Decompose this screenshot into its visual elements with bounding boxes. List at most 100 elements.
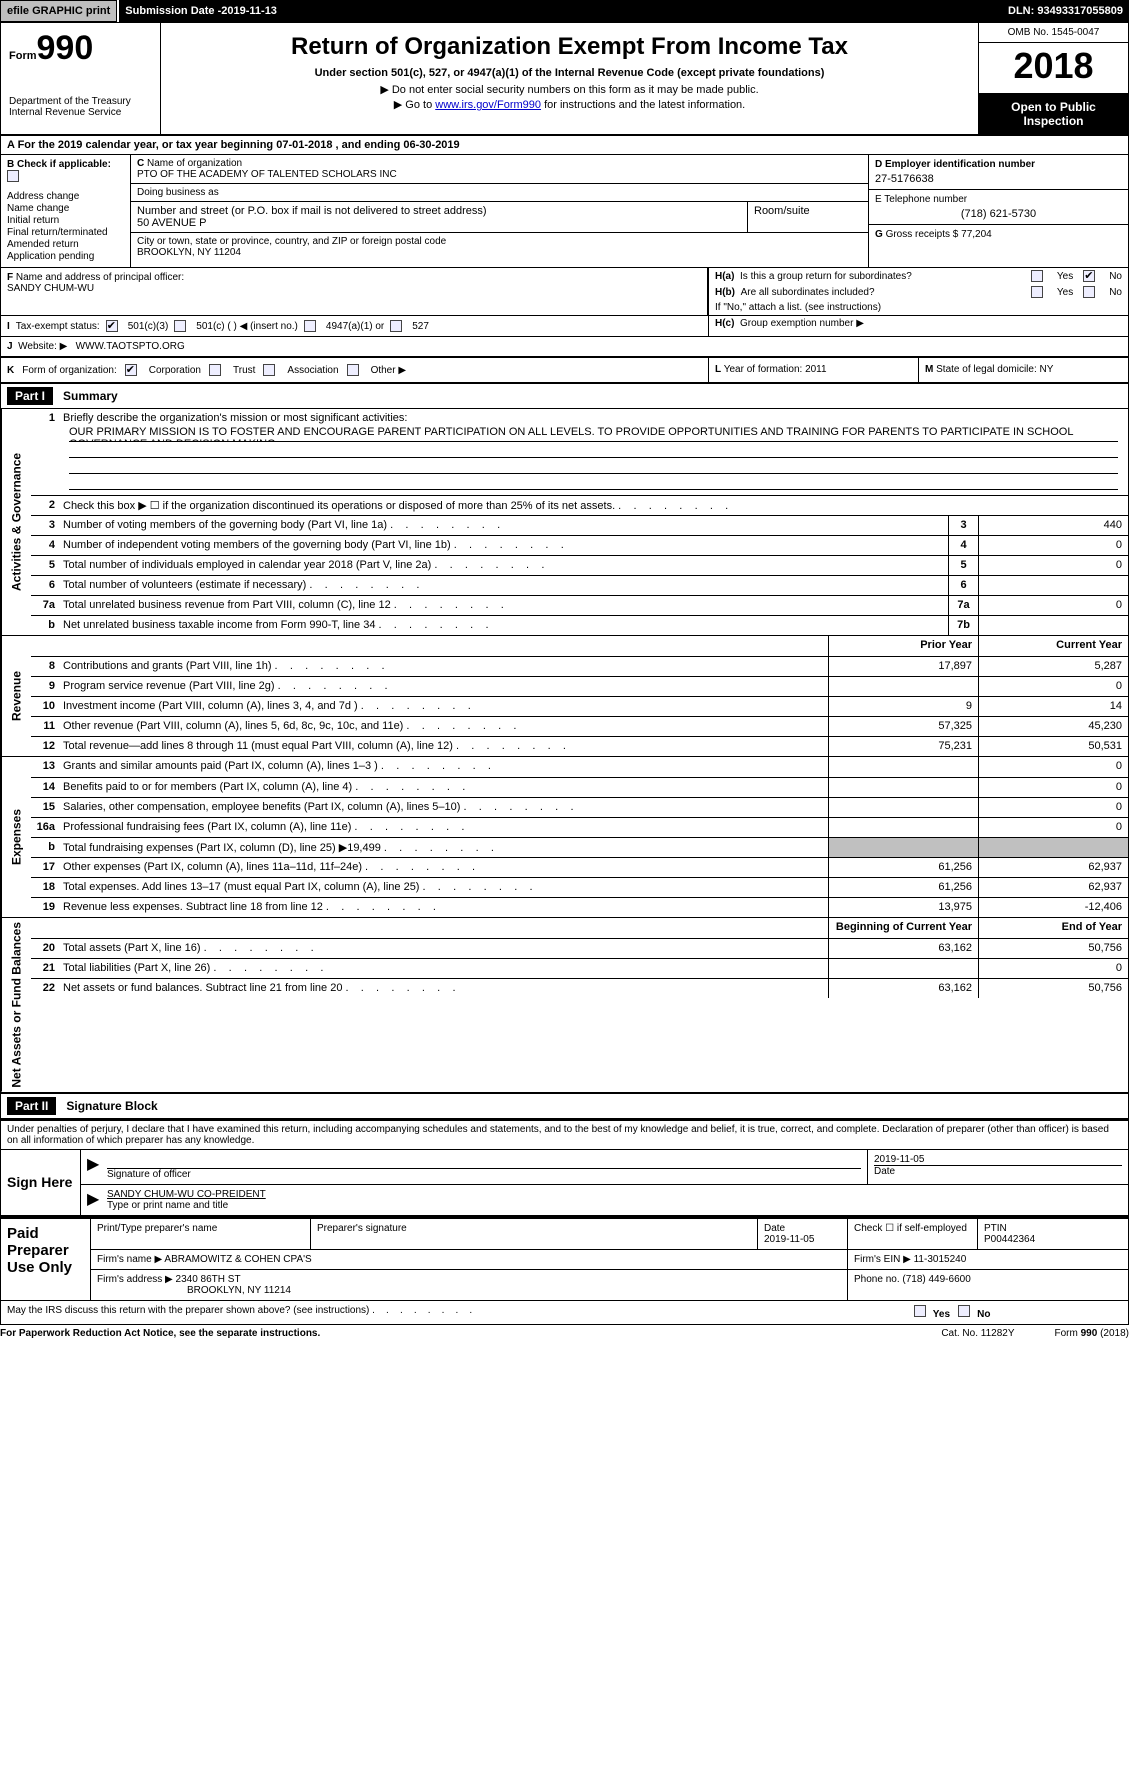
chk-label: Application pending (7, 251, 94, 262)
city-value: BROOKLYN, NY 11204 (137, 247, 241, 258)
form-subtitle: Under section 501(c), 527, or 4947(a)(1)… (169, 67, 970, 79)
k-trust: Trust (233, 365, 255, 376)
submission-label: Submission Date - (125, 5, 221, 17)
signature-block: Under penalties of perjury, I declare th… (1, 1119, 1128, 1324)
chk-label: Amended return (7, 239, 79, 250)
ha-no-checkbox[interactable] (1083, 270, 1095, 282)
m-label: M (925, 364, 933, 375)
chk-name-change[interactable]: Name change (7, 203, 124, 214)
i-501c3-checkbox[interactable] (106, 320, 118, 332)
yes-label: Yes (1057, 271, 1073, 282)
ein-value: 27-5176638 (875, 173, 1122, 185)
b-top-checkbox[interactable] (7, 170, 19, 182)
i-opt-501c: 501(c) ( ) ◀ (insert no.) (196, 321, 298, 332)
row-i: I Tax-exempt status: 501(c)(3) 501(c) ( … (1, 316, 1128, 337)
pt-selfemp: Check ☐ if self-employed (848, 1219, 978, 1249)
chk-initial-return[interactable]: Initial return (7, 215, 124, 226)
f-label: F (7, 272, 13, 283)
ha-text: Is this a group return for subordinates? (740, 271, 912, 282)
part-ii-header: Part II Signature Block (1, 1093, 1128, 1119)
topbar: efile GRAPHIC print Submission Date - 20… (0, 0, 1129, 22)
k-corp-checkbox[interactable] (125, 364, 137, 376)
summary-line: 6Total number of volunteers (estimate if… (31, 575, 1128, 595)
no-label: No (1109, 271, 1122, 282)
i-527-checkbox[interactable] (390, 320, 402, 332)
goto-post: for instructions and the latest informat… (541, 99, 745, 111)
summary-line: bTotal fundraising expenses (Part IX, co… (31, 837, 1128, 857)
j-label: J (7, 341, 13, 352)
street-value: 50 AVENUE P (137, 217, 207, 229)
j-text: Website: ▶ (18, 341, 67, 352)
sig-officer-label: Signature of officer (107, 1168, 861, 1180)
ptin-label: PTIN (984, 1223, 1007, 1234)
summary-line: 13Grants and similar amounts paid (Part … (31, 757, 1128, 777)
summary-section: RevenuePrior YearCurrent Year8Contributi… (1, 636, 1128, 757)
chk-app-pending[interactable]: Application pending (7, 251, 124, 262)
k-other-checkbox[interactable] (347, 364, 359, 376)
goto-pre: ▶ Go to (394, 99, 435, 111)
period-mid: , and ending (336, 139, 404, 151)
form-label: Form (9, 50, 37, 62)
efile-button[interactable]: efile GRAPHIC print (0, 0, 117, 22)
discuss-row: May the IRS discuss this return with the… (1, 1300, 1128, 1324)
part-ii-label: Part II (7, 1097, 56, 1115)
g-text: Gross receipts $ (886, 229, 959, 240)
name-title-label: Type or print name and title (107, 1200, 1122, 1211)
row-a-period: A For the 2019 calendar year, or tax yea… (1, 136, 1128, 155)
discuss-text: May the IRS discuss this return with the… (7, 1305, 472, 1316)
chk-label: Address change (7, 191, 79, 202)
k-trust-checkbox[interactable] (209, 364, 221, 376)
firm-phone-label: Phone no. (854, 1274, 902, 1285)
identity-block: B Check if applicable: Address change Na… (1, 155, 1128, 268)
header-right: OMB No. 1545-0047 2018 Open to Public In… (978, 23, 1128, 134)
hb-note: If "No," attach a list. (see instruction… (715, 302, 881, 313)
i-501c-checkbox[interactable] (174, 320, 186, 332)
i-4947-checkbox[interactable] (304, 320, 316, 332)
footer-right: Form 990 (2018) (1055, 1328, 1129, 1339)
row-j: J Website: ▶ WWW.TAOTSPTO.ORG (1, 337, 1128, 358)
summary-line: 2Check this box ▶ ☐ if the organization … (31, 495, 1128, 515)
section-body: Beginning of Current YearEnd of Year20To… (31, 918, 1128, 1092)
col-b-checks: B Check if applicable: Address change Na… (1, 155, 131, 267)
firm-addr-label: Firm's address ▶ (97, 1274, 173, 1285)
chk-final-return[interactable]: Final return/terminated (7, 227, 124, 238)
dln-label: DLN: (1008, 5, 1037, 17)
part-i-label: Part I (7, 387, 53, 405)
street-label: Number and street (or P.O. box if mail i… (137, 205, 487, 217)
sig-date: 2019-11-05 (874, 1154, 1122, 1165)
part-i-header: Part I Summary (1, 383, 1128, 409)
summary-line: 15Salaries, other compensation, employee… (31, 797, 1128, 817)
dept-irs: Internal Revenue Service (9, 107, 152, 118)
firm-ein: 11-3015240 (914, 1254, 967, 1265)
b-label: B (7, 159, 14, 170)
discuss-no-checkbox[interactable] (958, 1305, 970, 1317)
open-public-inspection: Open to Public Inspection (979, 94, 1128, 134)
summary-section: Activities & Governance1Briefly describe… (1, 409, 1128, 636)
chk-amended[interactable]: Amended return (7, 239, 124, 250)
l-text: Year of formation: (724, 364, 805, 375)
ha-yes-checkbox[interactable] (1031, 270, 1043, 282)
k-corp: Corporation (149, 365, 201, 376)
officer-name-title: SANDY CHUM-WU CO-PREIDENT (107, 1189, 1122, 1200)
k-assoc-checkbox[interactable] (263, 364, 275, 376)
summary-line: 11Other revenue (Part VIII, column (A), … (31, 716, 1128, 736)
section-side-label: Net Assets or Fund Balances (1, 918, 31, 1092)
period-begin: 07-01-2018 (276, 139, 332, 151)
summary-line: 22Net assets or fund balances. Subtract … (31, 978, 1128, 998)
hb-yes-checkbox[interactable] (1031, 286, 1043, 298)
form-header: Form990 Department of the Treasury Inter… (1, 23, 1128, 136)
irs-link[interactable]: www.irs.gov/Form990 (435, 99, 541, 111)
summary-line: 8Contributions and grants (Part VIII, li… (31, 656, 1128, 676)
discuss-yes-checkbox[interactable] (914, 1305, 926, 1317)
firm-ein-label: Firm's EIN ▶ (854, 1254, 911, 1265)
summary-line: 20Total assets (Part X, line 16)63,16250… (31, 938, 1128, 958)
paid-preparer: Paid Preparer Use Only Print/Type prepar… (1, 1217, 1128, 1300)
mission-line: 1Briefly describe the organization's mis… (31, 409, 1128, 495)
k-assoc: Association (287, 365, 338, 376)
i-opt-4947: 4947(a)(1) or (326, 321, 384, 332)
column-header-row: Beginning of Current YearEnd of Year (31, 918, 1128, 938)
k-text: Form of organization: (22, 365, 117, 376)
hb-no-checkbox[interactable] (1083, 286, 1095, 298)
summary-line: 4Number of independent voting members of… (31, 535, 1128, 555)
chk-address-change[interactable]: Address change (7, 191, 124, 202)
